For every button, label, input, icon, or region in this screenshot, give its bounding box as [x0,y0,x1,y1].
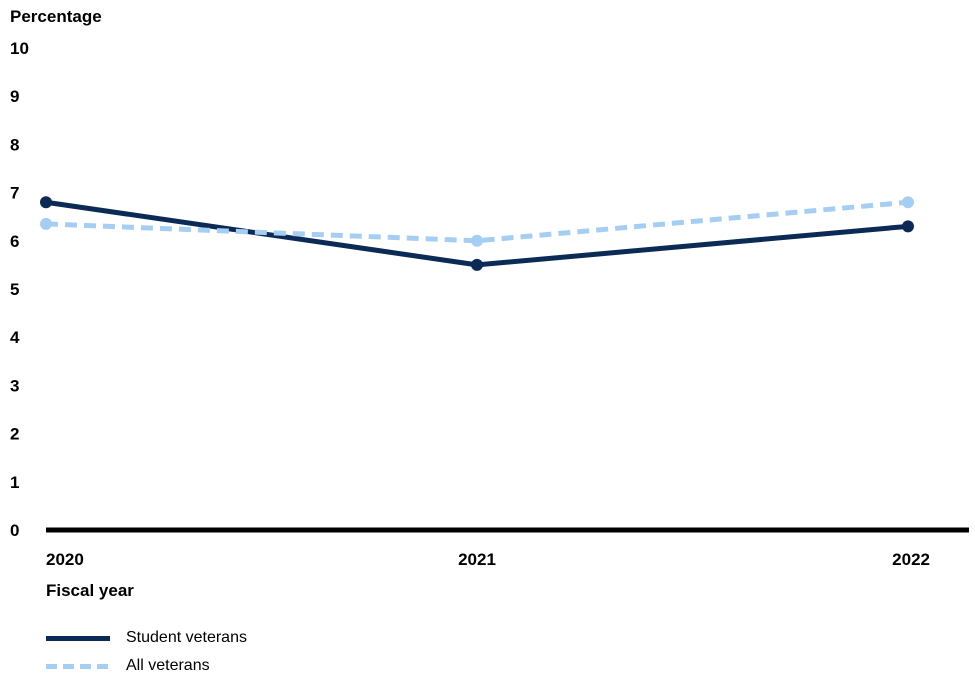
y-tick-label-9: 9 [10,87,19,106]
y-tick-label-7: 7 [10,184,19,203]
x-tick-label-2021: 2021 [458,550,496,569]
y-tick-label-10: 10 [10,39,29,58]
data-point-all-veterans-2021 [471,234,483,247]
y-tick-label-3: 3 [10,376,19,395]
y-tick-label-1: 1 [10,473,19,492]
legend: Student veterans All veterans [46,624,247,680]
x-tick-label-2020: 2020 [46,550,84,569]
x-tick-label-2022: 2022 [892,550,930,569]
legend-swatch-all-veterans [46,663,110,669]
legend-swatch-student-veterans [46,635,110,641]
y-tick-label-6: 6 [10,232,19,251]
y-tick-label-5: 5 [10,280,19,299]
legend-item-all-veterans: All veterans [46,652,247,680]
y-tick-label-4: 4 [10,328,20,347]
data-point-all-veterans-2022 [902,196,914,209]
y-tick-label-2: 2 [10,425,19,444]
data-point-student-veterans-2021 [471,258,483,271]
legend-label-student-veterans: Student veterans [126,629,247,646]
y-tick-label-0: 0 [10,521,19,540]
data-point-all-veterans-2020 [40,217,52,230]
data-point-student-veterans-2022 [902,220,914,233]
legend-item-student-veterans: Student veterans [46,624,247,652]
series-line-all-veterans [45,199,909,244]
x-axis-title: Fiscal year [46,581,134,600]
data-point-student-veterans-2020 [40,196,52,209]
legend-label-all-veterans: All veterans [126,657,210,674]
y-tick-label-8: 8 [10,135,19,154]
y-axis-title: Percentage [10,7,102,26]
series-line-student-veterans [45,199,909,268]
